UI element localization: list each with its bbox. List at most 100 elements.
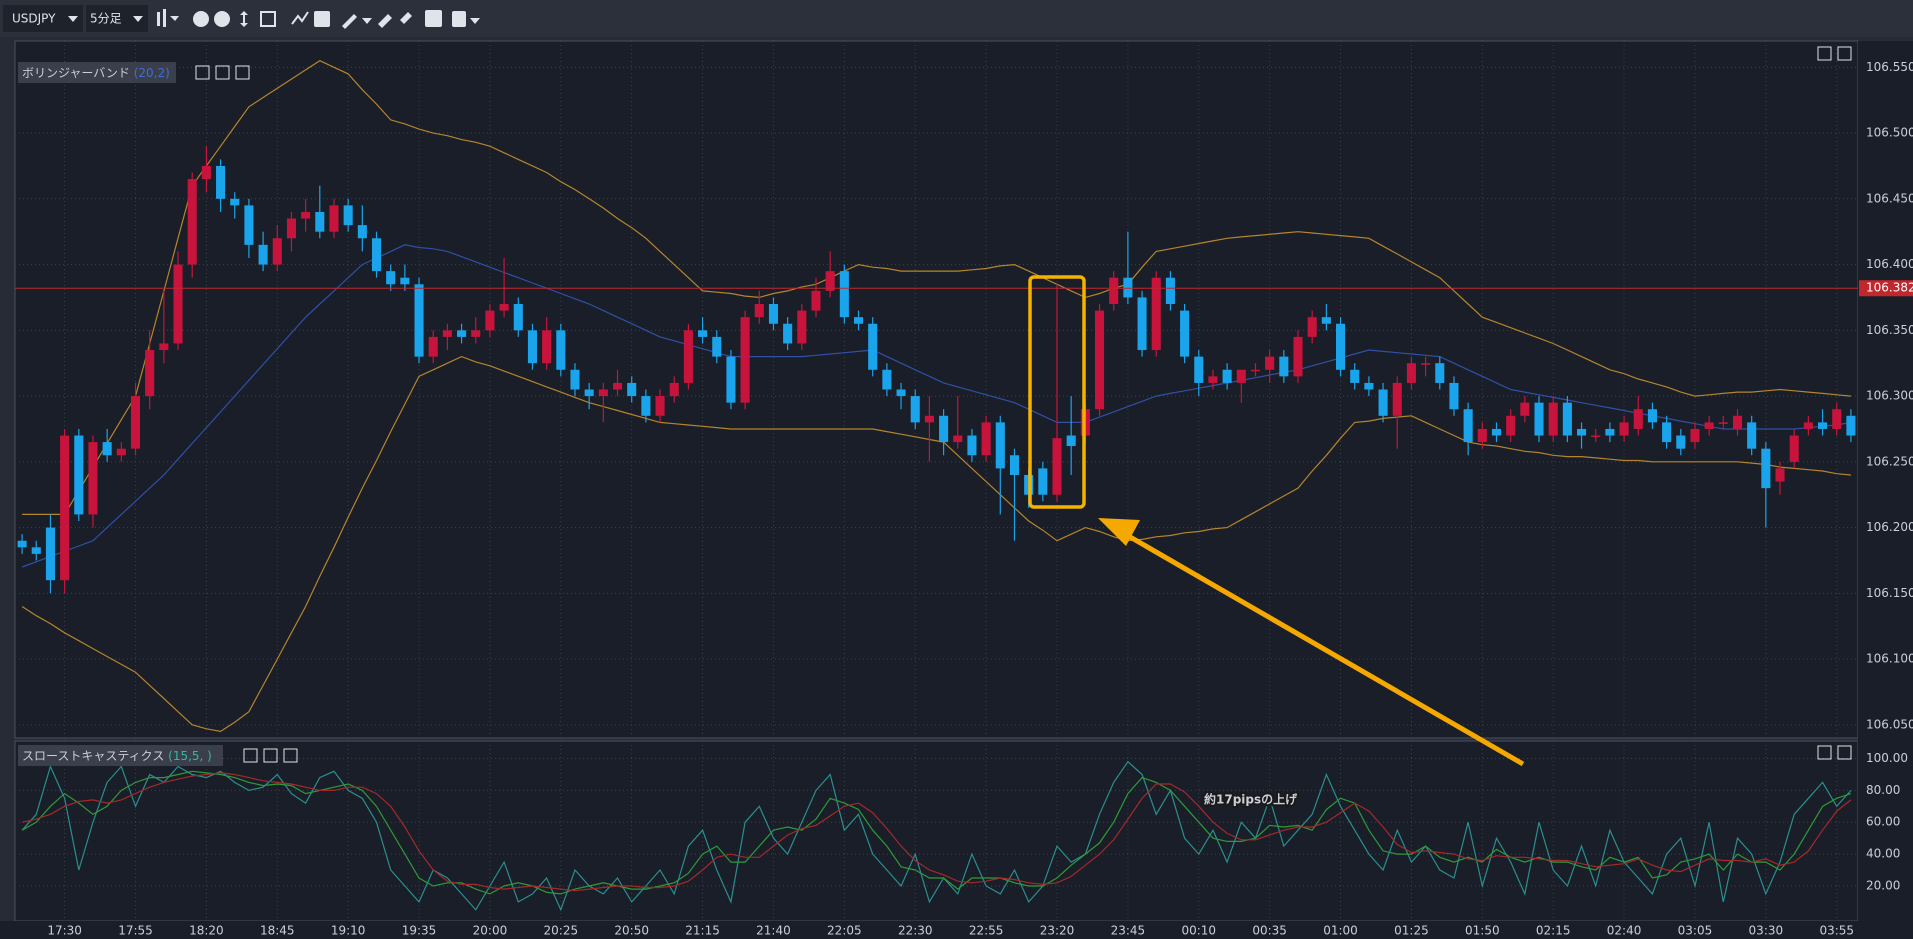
x-tick-label: 20:50 — [614, 924, 649, 938]
candle-body — [45, 527, 55, 581]
candle-body — [1676, 435, 1686, 449]
candle-body — [598, 389, 608, 397]
toolbar-icons[interactable] — [157, 9, 480, 29]
price-axis — [1858, 41, 1913, 921]
candle-body — [187, 179, 197, 265]
candle-body — [1789, 435, 1799, 462]
candle-body — [130, 396, 141, 449]
candle-body — [1562, 402, 1572, 436]
x-tick-label: 23:20 — [1040, 924, 1075, 938]
candle-body — [754, 304, 764, 318]
x-tick-label: 00:35 — [1252, 924, 1287, 938]
symbol-select[interactable] — [3, 5, 83, 32]
candle-body — [513, 304, 523, 331]
x-tick-label: 03:55 — [1819, 924, 1854, 938]
candle-body — [201, 165, 211, 180]
x-tick-label: 01:50 — [1465, 924, 1500, 938]
x-tick-label: 21:40 — [756, 924, 791, 938]
candle-body — [669, 382, 679, 397]
x-tick-label: 01:00 — [1323, 924, 1358, 938]
candle-body — [783, 323, 793, 344]
y-tick-label: 40.00 — [1866, 847, 1900, 861]
candle-body — [1378, 389, 1388, 416]
indicator-controls[interactable] — [195, 65, 250, 80]
annotation: 約17pipsの上げ — [1204, 792, 1298, 807]
candle-body — [428, 336, 438, 357]
indicator-controls[interactable] — [243, 748, 298, 763]
plot-layer: 106.050 106.100 106.150 106.200 106.250 106.3… — [15, 41, 1913, 938]
candle-body — [74, 435, 84, 515]
candle-body — [301, 211, 311, 219]
candle-body — [953, 435, 963, 443]
candle-body — [1151, 277, 1161, 351]
y-tick-label: 106.100 — [1866, 652, 1913, 666]
indicator-line — [22, 60, 1851, 515]
candle-body — [1846, 415, 1856, 436]
y-tick-label: 100.00 — [1866, 751, 1908, 765]
candle-body — [60, 435, 70, 581]
candle-body — [1577, 428, 1587, 436]
candle-body — [315, 211, 325, 232]
candle-body — [1250, 369, 1261, 372]
indicator-name: スローストキャスティクス (15,5, ) — [22, 749, 212, 763]
candle-body — [1165, 277, 1175, 305]
candle-body — [1123, 277, 1133, 298]
candle-body — [1704, 422, 1714, 429]
panel-plot — [15, 41, 1858, 738]
main-panel — [14, 40, 1859, 739]
x-tick-label: 18:45 — [260, 924, 295, 938]
candle-body — [1647, 409, 1657, 423]
indicator-name: ボリンジャーバンド (20,2) — [22, 66, 170, 80]
candle-body — [839, 271, 849, 318]
candle-body — [343, 205, 353, 226]
candle-body — [1222, 369, 1232, 383]
x-tick-label: 01:25 — [1394, 924, 1429, 938]
panel-controls[interactable] — [1817, 46, 1852, 760]
candle-body — [995, 422, 1005, 469]
candle-body — [698, 330, 708, 337]
candle-body — [499, 304, 509, 311]
x-tick-label: 19:10 — [331, 924, 366, 938]
candle-body — [159, 343, 169, 351]
x-tick-label: 23:45 — [1111, 924, 1146, 938]
candle-body — [102, 442, 112, 456]
candle-body — [868, 323, 878, 370]
candle-body — [967, 435, 977, 456]
candle-body — [1534, 402, 1544, 436]
y-tick-label: 106.050 — [1866, 717, 1913, 731]
x-tick-label: 22:55 — [969, 924, 1004, 938]
y-tick-label: 106.350 — [1866, 323, 1913, 337]
indicator-line — [21, 760, 1852, 912]
candle-body — [1094, 310, 1105, 410]
candle-body — [811, 290, 821, 311]
symbol: USDJPY — [12, 12, 56, 26]
panel-plot — [15, 741, 1858, 921]
candle-body — [1761, 448, 1771, 489]
indicator-params: (20,2) — [134, 66, 170, 80]
candle-body — [853, 317, 864, 324]
candle-body — [173, 264, 183, 344]
candle-body — [357, 225, 367, 239]
candle-body — [116, 448, 126, 456]
candle-body — [1336, 323, 1346, 370]
x-tick-label: 20:25 — [544, 924, 579, 938]
indicator-line — [21, 244, 1852, 568]
candle-body — [1236, 369, 1246, 383]
candle-body — [1463, 409, 1473, 443]
candle-body — [329, 205, 339, 232]
candle-body — [1137, 297, 1147, 351]
candle-body — [1392, 382, 1402, 416]
candle-body — [1307, 317, 1317, 337]
candle-body — [1633, 409, 1643, 429]
candle-body — [1421, 363, 1431, 365]
x-tick-label: 17:30 — [47, 924, 82, 938]
candle-body — [1477, 428, 1487, 443]
x-tick-label: 22:05 — [827, 924, 862, 938]
y-tick-label: 60.00 — [1866, 815, 1900, 829]
candle-body — [442, 330, 452, 337]
candle-body — [939, 415, 949, 443]
candle-body — [17, 540, 27, 548]
toolbar — [0, 0, 1913, 37]
dropdown-icon — [133, 16, 143, 22]
